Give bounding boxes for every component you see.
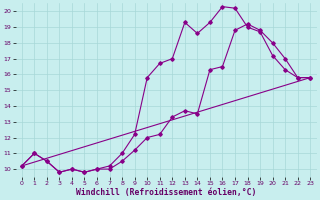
X-axis label: Windchill (Refroidissement éolien,°C): Windchill (Refroidissement éolien,°C): [76, 188, 256, 197]
